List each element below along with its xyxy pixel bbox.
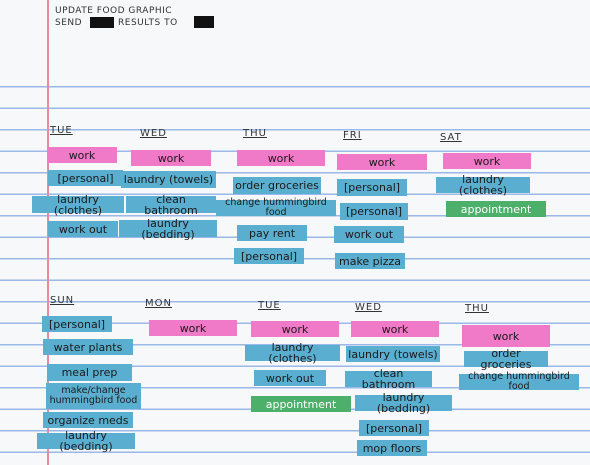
day-label: WED <box>140 128 167 139</box>
task-label: clean bathroom <box>126 194 216 216</box>
task-label: laundry (towels) <box>121 171 216 188</box>
task-label: meal prep <box>47 364 132 381</box>
day-label: TUE <box>50 125 73 136</box>
task-label: laundry (clothes) <box>32 194 124 216</box>
task-label: work <box>47 147 117 163</box>
task-label: make pizza <box>335 253 405 269</box>
note-line: UPDATE FOOD GRAPHIC <box>55 6 173 16</box>
task-label: appointment <box>446 201 546 217</box>
task-label: laundry (bedding) <box>355 392 452 414</box>
redaction <box>194 16 214 28</box>
task-label: [personal] <box>359 420 429 436</box>
task-label: work <box>337 154 427 170</box>
task-label: work <box>131 150 211 166</box>
task-label: laundry (towels) <box>346 346 440 362</box>
task-label: work out <box>48 221 118 237</box>
task-label: order groceries <box>464 348 548 370</box>
task-label: appointment <box>251 396 351 412</box>
day-label: TUE <box>258 300 281 311</box>
redaction <box>90 17 114 28</box>
task-label: work out <box>334 226 404 243</box>
task-label: work out <box>254 370 326 386</box>
task-label: work <box>443 153 531 169</box>
task-label: work <box>351 321 439 337</box>
day-label: THU <box>243 128 267 139</box>
task-label: work <box>237 150 325 166</box>
task-label: [personal] <box>340 203 408 220</box>
note-line: SEND <box>55 18 83 28</box>
day-label: SAT <box>440 132 462 143</box>
task-label: change hummingbird food <box>459 372 579 392</box>
task-label: make/change hummingbird food <box>46 383 141 409</box>
task-label: work <box>149 320 237 336</box>
task-label: work <box>462 325 550 347</box>
task-label: laundry (bedding) <box>119 218 217 240</box>
day-label: THU <box>465 303 489 314</box>
task-label: laundry (bedding) <box>37 430 135 452</box>
task-label: water plants <box>43 339 133 355</box>
day-label: FRI <box>343 130 362 141</box>
day-label: WED <box>355 302 382 313</box>
task-label: laundry (clothes) <box>245 342 340 364</box>
task-label: [personal] <box>42 316 112 332</box>
task-label: [personal] <box>234 248 304 264</box>
day-label: SUN <box>50 295 75 306</box>
task-label: clean bathroom <box>345 368 432 390</box>
margin-line <box>47 0 49 465</box>
task-label: laundry (clothes) <box>436 174 530 196</box>
page-top <box>0 0 590 80</box>
task-label: pay rent <box>237 225 307 241</box>
task-label: [personal] <box>337 179 407 196</box>
task-label: change hummingbird food <box>216 198 336 218</box>
task-label: work <box>251 321 339 337</box>
task-label: [personal] <box>48 170 123 186</box>
task-label: mop floors <box>357 440 427 456</box>
day-label: MON <box>145 298 172 309</box>
task-label: organize meds <box>43 412 133 428</box>
task-label: order groceries <box>233 177 321 194</box>
note-line: RESULTS TO <box>118 18 178 28</box>
